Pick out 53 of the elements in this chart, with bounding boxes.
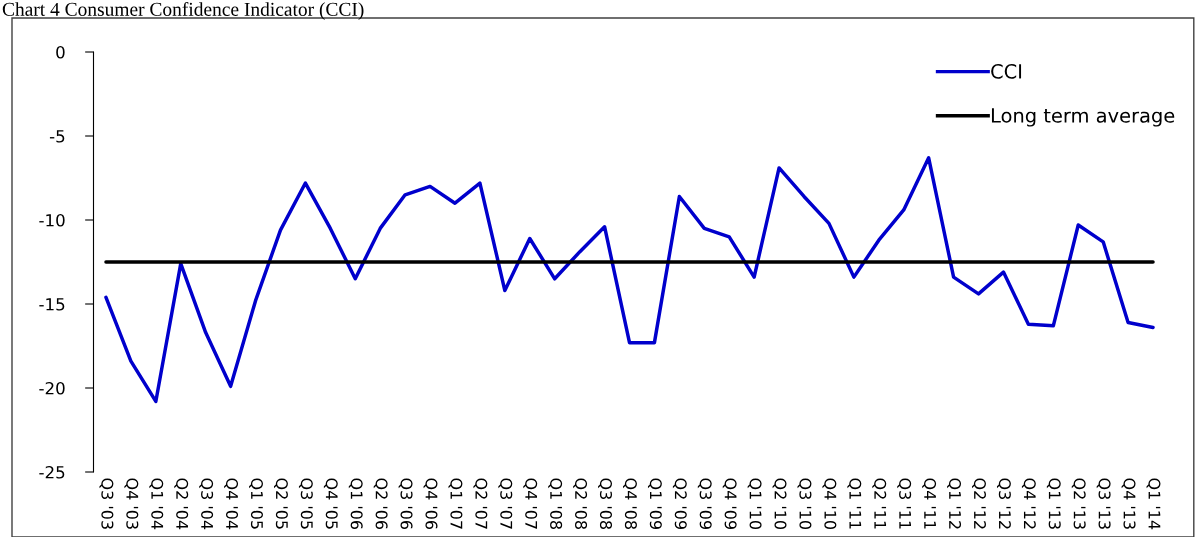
x-tick-label: Q4 '08 [623, 478, 637, 529]
y-tick-label: -15 [39, 298, 65, 311]
x-tick-label: Q2 '12 [972, 478, 986, 529]
x-tick-label: Q3 '10 [797, 478, 812, 530]
x-tick-label: Q1 '06 [348, 478, 363, 530]
x-tick-label: Q2 '10 [772, 478, 787, 530]
x-tick-label: Q3 '12 [996, 478, 1011, 529]
x-tick-label: Q3 '08 [598, 478, 613, 529]
x-tick-label: Q1 '05 [249, 478, 263, 529]
x-tick-label: Q2 '11 [872, 478, 887, 529]
x-tick-label: Q1 '11 [847, 478, 862, 529]
x-tick-label: Q1 '07 [448, 478, 463, 529]
x-tick-label: Q2 '05 [274, 478, 288, 529]
x-tick-label: Q4 '07 [523, 478, 538, 529]
y-tick-label: 0 [56, 45, 65, 59]
x-tick-label: Q1 '13 [1046, 478, 1061, 529]
x-tick-label: Q4 '06 [423, 478, 438, 530]
x-tick-label: Q3 '09 [697, 478, 712, 529]
line-series [104, 156, 1155, 404]
x-tick-label: Q4 '12 [1021, 478, 1036, 529]
x-tick-label: Q1 '14 [1146, 478, 1161, 530]
x-tick-label: Q2 '06 [373, 478, 388, 530]
x-tick-label: Q1 '08 [548, 478, 563, 529]
x-tick-label: Q4 '13 [1121, 478, 1136, 529]
x-tick-label: Q4 '03 [124, 478, 139, 529]
x-tick-label: Q2 '04 [174, 478, 189, 530]
x-tick-label: Q2 '09 [672, 478, 687, 529]
x-tick-label: Q2 '13 [1071, 478, 1086, 529]
x-tick-label: Q1 '09 [647, 478, 662, 529]
x-tick-label: Q4 '04 [224, 478, 239, 530]
x-tick-label: Q3 '07 [498, 478, 513, 529]
x-tick-label: Q3 '03 [99, 478, 114, 529]
x-tick-label: Q3 '05 [298, 478, 313, 529]
x-tick-label: Q1 '10 [747, 478, 762, 530]
y-tick-label: -25 [39, 465, 65, 479]
x-tick-label: Q3 '11 [897, 478, 912, 529]
x-tick-label: Q1 '04 [149, 478, 164, 530]
x-tick-label: Q4 '09 [722, 478, 737, 529]
legend-label: Long term average [991, 108, 1175, 127]
x-tick-label: Q3 '13 [1096, 478, 1111, 529]
x-tick-label: Q1 '12 [947, 478, 962, 529]
legend-label: CCI [991, 64, 1022, 79]
x-tick-label: Q4 '11 [922, 478, 937, 529]
x-tick-label: Q3 '06 [398, 478, 413, 530]
x-tick-label: Q4 '05 [323, 478, 338, 529]
y-tick-label: -10 [39, 213, 65, 227]
x-tick-label: Q3 '04 [199, 478, 214, 530]
y-tick-label: -20 [39, 381, 65, 395]
chart-title: Chart 4 Consumer Confidence Indicator (CCI) [2, 2, 364, 20]
x-tick-label: Q2 '08 [573, 478, 588, 529]
x-tick-label: Q4 '10 [822, 478, 837, 530]
y-tick-label: -5 [49, 130, 65, 143]
x-tick-label: Q2 '07 [473, 478, 488, 529]
